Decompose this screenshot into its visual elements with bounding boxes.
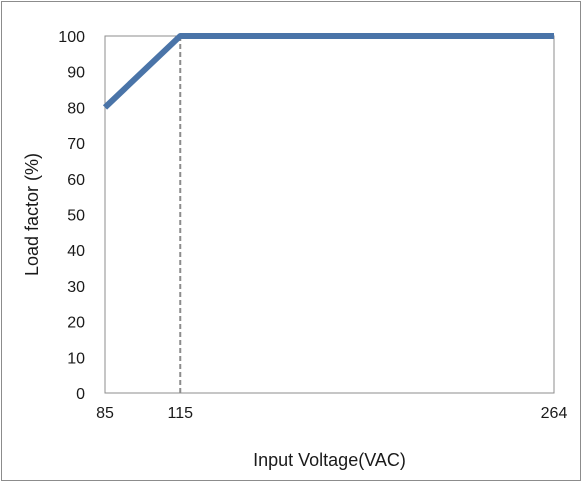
y-axis-title: Load factor (%) (22, 153, 42, 276)
series-layer (102, 33, 554, 110)
x-tick-label: 85 (96, 405, 114, 422)
x-axis-title: Input Voltage(VAC) (253, 450, 406, 470)
y-axis-ticks: 0 10 20 30 40 50 60 70 80 90 100 (58, 29, 85, 403)
y-tick-label: 70 (67, 136, 85, 153)
x-tick-label: 264 (541, 405, 568, 422)
x-axis-ticks: 85 115 264 (96, 405, 567, 422)
y-tick-label: 40 (67, 243, 85, 260)
y-tick-label: 20 (67, 315, 85, 332)
plot-area (104, 35, 555, 394)
y-tick-label: 0 (76, 386, 85, 403)
y-tick-label: 80 (67, 100, 85, 117)
x-tick-label: 115 (167, 405, 193, 422)
y-tick-label: 50 (67, 208, 85, 225)
y-tick-label: 30 (67, 279, 85, 296)
series-line (102, 33, 554, 110)
y-tick-label: 90 (67, 65, 85, 82)
y-tick-label: 60 (67, 172, 85, 189)
y-tick-label: 100 (58, 29, 85, 46)
y-tick-label: 10 (67, 350, 85, 367)
